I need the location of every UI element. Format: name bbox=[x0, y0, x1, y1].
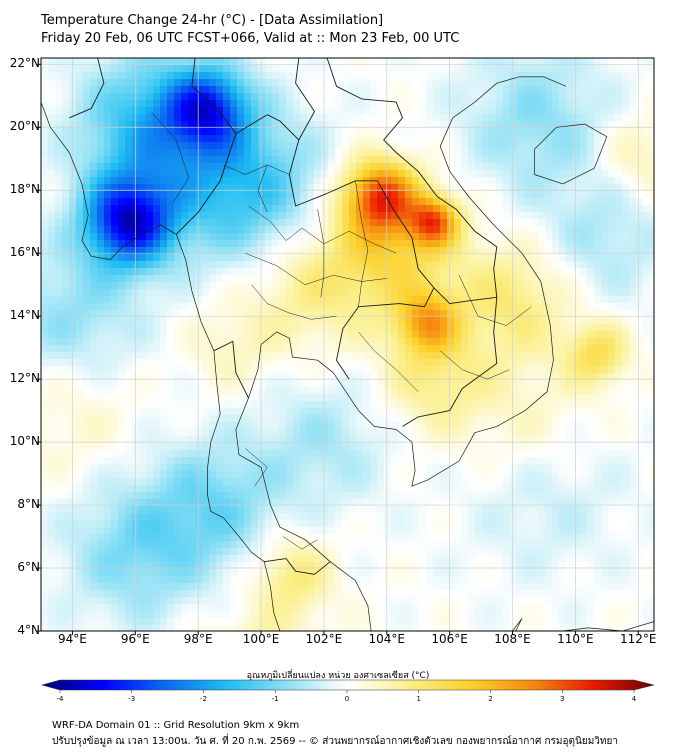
hainan-coastline bbox=[534, 123, 608, 185]
map-subtitle: Friday 20 Feb, 06 UTC FCST+066, Valid at… bbox=[41, 31, 460, 46]
country-border bbox=[213, 340, 249, 399]
country-border bbox=[175, 114, 435, 380]
colorbar-tick-label: -4 bbox=[56, 695, 64, 703]
lon-label: 94°E bbox=[57, 632, 87, 646]
country-border bbox=[326, 58, 498, 298]
province-boundary bbox=[317, 209, 325, 298]
lon-label: 112°E bbox=[620, 632, 657, 646]
map-title: Temperature Change 24-hr (°C) - [Data As… bbox=[41, 13, 384, 28]
lat-label: 18°N bbox=[9, 182, 40, 197]
province-boundary bbox=[440, 350, 510, 380]
lat-label: 10°N bbox=[9, 434, 40, 449]
lat-label: 12°N bbox=[9, 371, 40, 386]
map-frame bbox=[40, 57, 655, 632]
country-border bbox=[191, 58, 237, 134]
island-outline bbox=[512, 618, 523, 631]
colorbar-tick-label: -2 bbox=[200, 695, 207, 703]
lat-label: 4°N bbox=[17, 623, 40, 637]
colorbar-tick-label: 1 bbox=[416, 695, 421, 703]
lon-label: 100°E bbox=[242, 632, 280, 646]
colorbar-tick-label: -1 bbox=[271, 695, 279, 703]
province-boundary bbox=[223, 164, 290, 175]
province-boundary bbox=[245, 252, 387, 285]
coastlines-and-borders bbox=[41, 58, 654, 631]
colorbar-tick-label: -3 bbox=[128, 695, 136, 703]
lat-label: 20°N bbox=[9, 119, 40, 134]
lat-label: 6°N bbox=[17, 560, 40, 575]
lon-label: 108°E bbox=[494, 632, 531, 646]
footer-credit: ปรับปรุงข้อมูล ณ เวลา 13:00น. วัน ศ. ที่… bbox=[52, 736, 618, 747]
borneo-coastline bbox=[562, 621, 654, 631]
lon-label: 96°E bbox=[120, 632, 150, 646]
province-boundary bbox=[248, 205, 397, 254]
colorbar-tick-label: 4 bbox=[631, 695, 637, 703]
country-border bbox=[264, 558, 331, 575]
lon-label: 106°E bbox=[431, 632, 468, 646]
colorbar bbox=[40, 679, 655, 693]
province-boundary bbox=[150, 111, 189, 203]
province-boundary bbox=[282, 536, 318, 550]
lat-label: 16°N bbox=[9, 245, 40, 260]
lon-label: 104°E bbox=[368, 632, 406, 646]
lon-label: 110°E bbox=[557, 632, 594, 646]
lat-label: 22°N bbox=[9, 56, 40, 71]
province-boundary bbox=[245, 448, 268, 487]
colorbar-tick-label: 2 bbox=[488, 695, 493, 703]
lat-label: 14°N bbox=[9, 308, 40, 323]
colorbar-tick-label: 3 bbox=[560, 695, 565, 703]
province-boundary bbox=[458, 275, 532, 326]
country-border bbox=[69, 58, 105, 119]
country-border bbox=[402, 287, 498, 427]
province-boundary bbox=[355, 180, 369, 307]
indochina-coastline bbox=[235, 76, 567, 631]
temperature-field bbox=[41, 58, 654, 631]
gridlines bbox=[41, 58, 654, 631]
axis-ticks bbox=[37, 63, 639, 635]
country-border bbox=[295, 58, 315, 141]
colorbar-title: อุณหภูมิเปลี่ยนแปลง หน่วย องศาเซลเซียส (… bbox=[246, 671, 430, 681]
province-boundary bbox=[358, 331, 419, 392]
lon-label: 102°E bbox=[305, 632, 343, 646]
lon-label: 98°E bbox=[183, 632, 213, 646]
andaman-coastline bbox=[41, 101, 281, 631]
province-boundary bbox=[257, 164, 268, 213]
footer-model-info: WRF-DA Domain 01 :: Grid Resolution 9km … bbox=[52, 720, 300, 731]
lat-label: 8°N bbox=[17, 497, 40, 512]
province-boundary bbox=[251, 284, 337, 320]
colorbar-tick-label: 0 bbox=[344, 695, 350, 703]
temperature-change-map bbox=[37, 57, 655, 693]
